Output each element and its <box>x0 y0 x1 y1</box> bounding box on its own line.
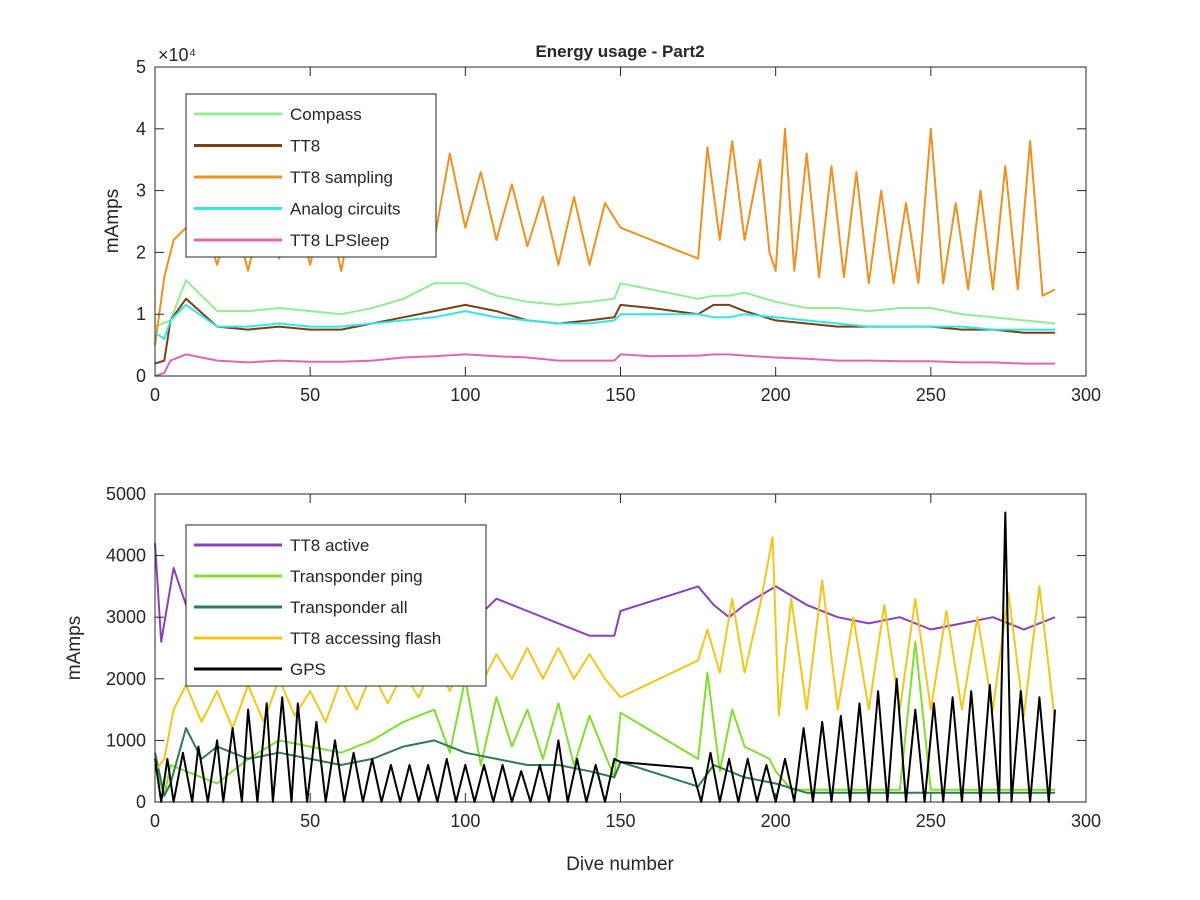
x-tick-label: 250 <box>916 385 946 405</box>
series-line-analog-circuits <box>154 303 1055 340</box>
legend-label: TT8 <box>290 137 320 156</box>
bottom-legend: TT8 active Transponder ping Transponder al… <box>185 524 487 687</box>
y-tick-label: 3 <box>136 181 146 201</box>
x-tick-label: 100 <box>450 385 480 405</box>
x-tick-label: 150 <box>605 811 635 831</box>
y-tick-label: 1000 <box>106 730 146 750</box>
legend-label: Analog circuits <box>290 200 401 219</box>
x-tick-label: 0 <box>150 385 160 405</box>
x-tick-label: 300 <box>1071 811 1101 831</box>
legend-label: Transponder ping <box>290 567 423 586</box>
legend-label: Compass <box>290 105 362 124</box>
legend-label: TT8 accessing flash <box>290 629 441 648</box>
bottom-y-axis-label: mAmps <box>64 616 85 680</box>
bottom-axes: 0 50 100 150 200 250 300010002000300040005000 … <box>64 484 1101 875</box>
legend-label: TT8 LPSleep <box>290 231 389 250</box>
series-line-tt8-accessing-flash <box>154 536 1056 772</box>
top-legend: Compass TT8 TT8 sampling Analog circuits TT8… <box>185 93 437 258</box>
y-tick-label: 5000 <box>106 484 146 504</box>
series-line-transponder-all <box>154 727 1055 797</box>
top-y-exponent-label: ×10⁴ <box>158 45 196 65</box>
y-tick-label: 5 <box>136 57 146 77</box>
legend-label: TT8 sampling <box>290 168 393 187</box>
x-tick-label: 0 <box>150 811 160 831</box>
series-line-compass <box>154 279 1056 328</box>
top-y-axis-label: mAmps <box>102 189 123 253</box>
top-axes: 0 50 100 150 200 250 300 0 1 2 3 4 5 Energy usage - … <box>102 42 1101 405</box>
y-tick-label: 2 <box>136 242 146 262</box>
legend-label: TT8 active <box>290 536 369 555</box>
top-ticks: 0 50 100 150 200 250 300 0 1 2 3 4 5 <box>136 57 1101 405</box>
y-tick-label: 2000 <box>106 669 146 689</box>
y-tick-label: 1 <box>136 304 146 324</box>
x-tick-label: 300 <box>1071 385 1101 405</box>
legend-label: Transponder all <box>290 598 408 617</box>
bottom-x-axis-label: Dive number <box>566 854 674 875</box>
x-tick-label: 200 <box>761 811 791 831</box>
x-tick-label: 200 <box>761 385 791 405</box>
y-tick-label: 0 <box>136 366 146 386</box>
y-tick-label: 3000 <box>106 607 146 627</box>
x-tick-label: 50 <box>300 811 320 831</box>
x-tick-label: 250 <box>916 811 946 831</box>
series-line-tt8-lpsleep <box>154 353 1055 377</box>
y-tick-label: 4000 <box>106 546 146 566</box>
y-tick-label: 0 <box>136 792 146 812</box>
x-tick-label: 50 <box>300 385 320 405</box>
x-tick-label: 150 <box>605 385 635 405</box>
y-tick-label: 4 <box>136 119 146 139</box>
x-tick-label: 100 <box>450 811 480 831</box>
legend-label: GPS <box>290 660 326 679</box>
chart-title: Energy usage - Part2 <box>535 42 704 61</box>
series-line-transponder-ping <box>154 640 1055 797</box>
